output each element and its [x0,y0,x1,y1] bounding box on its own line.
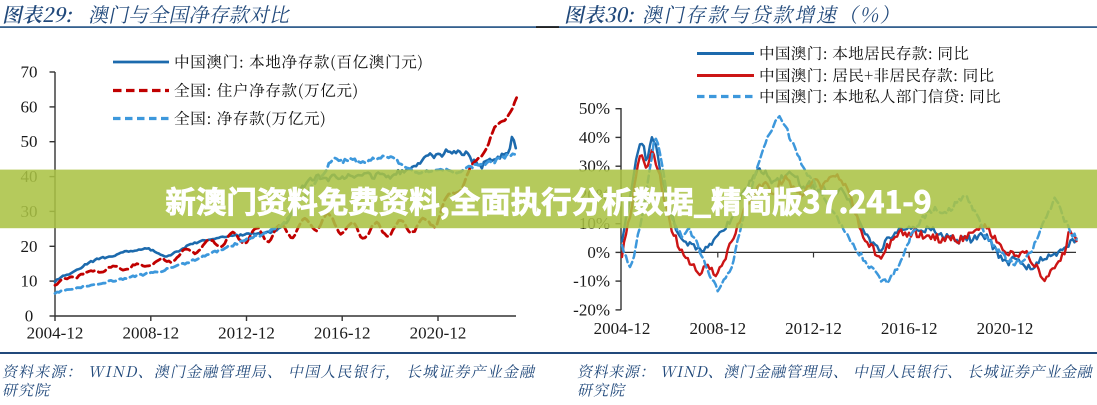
svg-text:2008-12: 2008-12 [122,324,179,343]
svg-text:2012-12: 2012-12 [785,319,842,338]
svg-text:-10%: -10% [573,272,610,291]
svg-text:0%: 0% [587,243,610,262]
svg-text:2016-12: 2016-12 [314,324,371,343]
svg-text:0: 0 [25,307,34,326]
svg-text:2008-12: 2008-12 [689,319,746,338]
svg-text:-20%: -20% [573,300,610,319]
svg-text:50: 50 [21,132,38,151]
svg-text:2004-12: 2004-12 [594,319,651,338]
svg-text:10: 10 [21,272,38,291]
svg-text:2020-12: 2020-12 [977,319,1034,338]
svg-text:20: 20 [21,237,38,256]
svg-text:50%: 50% [579,99,610,118]
svg-text:2004-12: 2004-12 [27,324,84,343]
svg-text:2020-12: 2020-12 [410,324,467,343]
svg-text:2012-12: 2012-12 [218,324,275,343]
svg-text:40%: 40% [579,128,610,147]
svg-text:2016-12: 2016-12 [881,319,938,338]
svg-text:70: 70 [21,63,38,82]
svg-text:60: 60 [21,97,38,116]
